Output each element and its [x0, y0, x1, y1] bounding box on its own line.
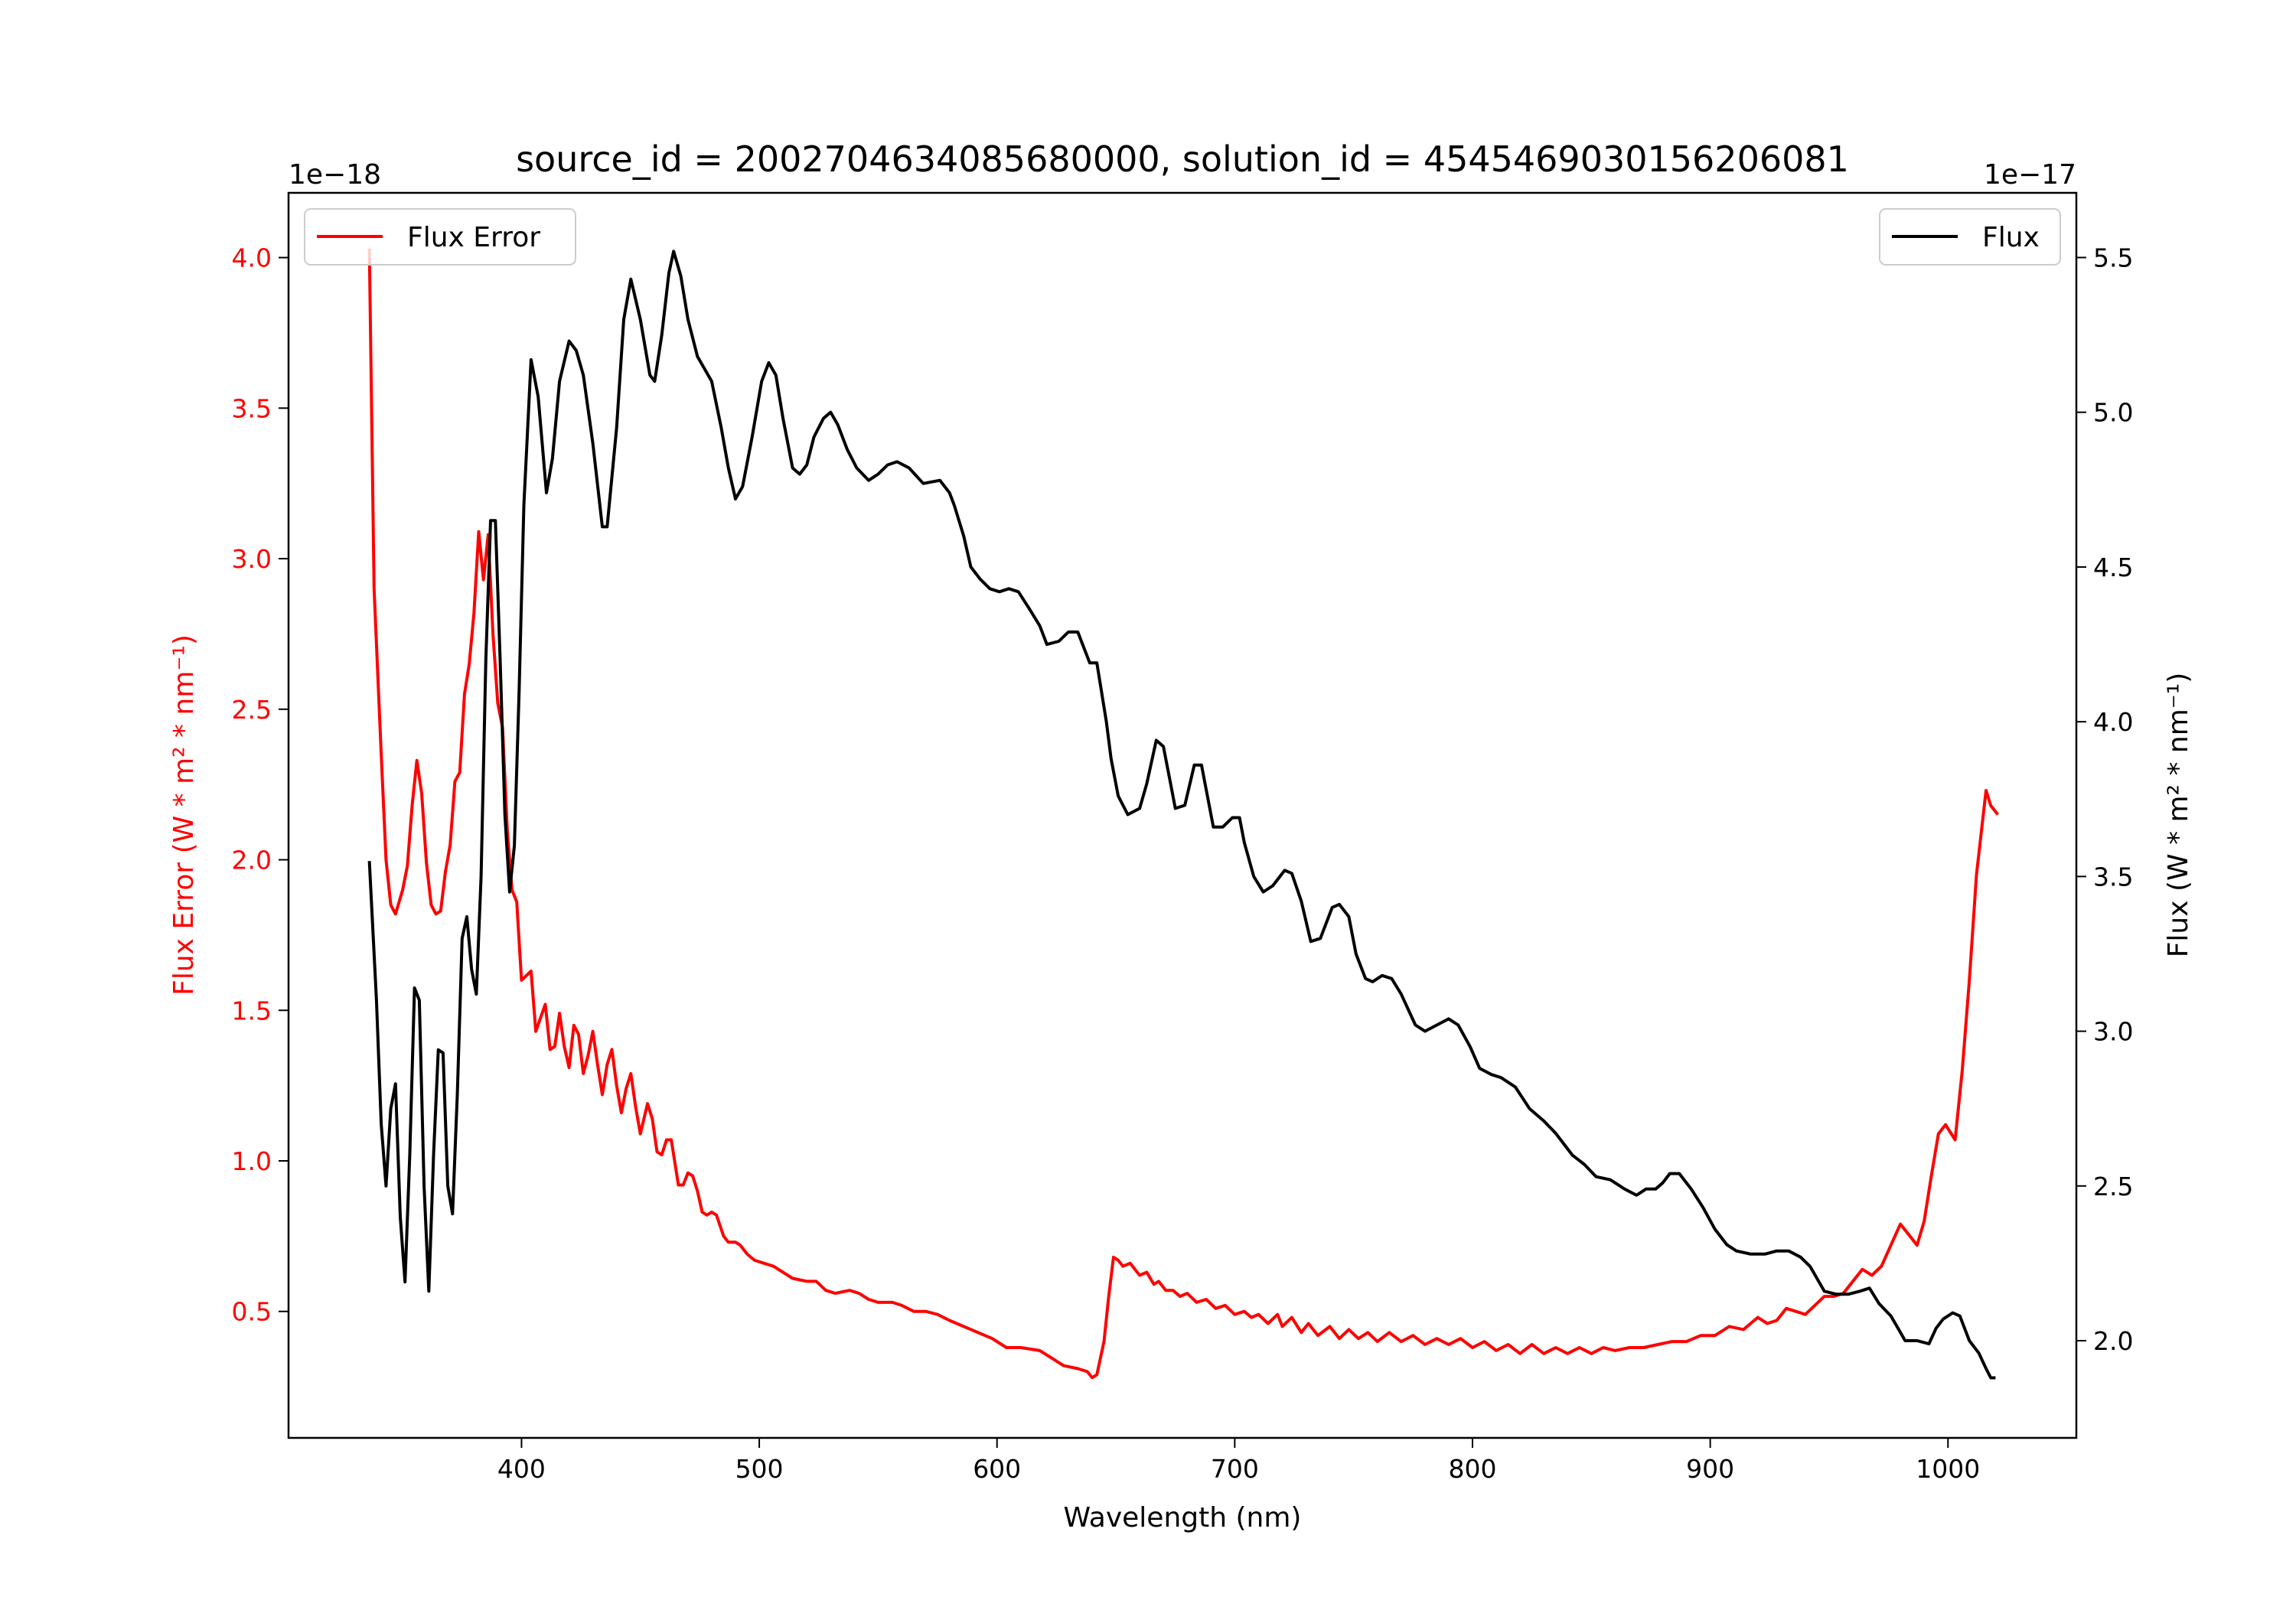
series-layer	[367, 248, 2000, 1380]
right-y-tick-label: 5.5	[2093, 243, 2133, 273]
left-y-tick-label: 1.5	[232, 996, 272, 1025]
axes-layer: 400 500 600 700 800 900 1000 0.5 1.0 1.5 2.0 2.5 3.0…	[232, 243, 2134, 1484]
legend-flux: Flux	[1879, 208, 2061, 266]
x-tick-label: 800	[1448, 1454, 1496, 1484]
right-y-tick-label: 3.5	[2093, 862, 2133, 892]
x-axis-label: Wavelength (nm)	[1064, 1502, 1302, 1534]
left-y-axis-label: Flux Error (W * m² * nm⁻¹)	[168, 634, 200, 996]
legend-flux-error: Flux Error	[304, 208, 576, 266]
flux-line	[367, 249, 1996, 1380]
right-y-tick-label: 3.0	[2093, 1017, 2133, 1047]
x-tick-label: 1000	[1916, 1454, 1980, 1484]
left-y-tick-label: 3.5	[232, 393, 272, 423]
left-y-tick-label: 1.0	[232, 1146, 272, 1176]
plot-frame	[287, 191, 2078, 1439]
legend-box	[1879, 208, 2061, 266]
left-offset-label: 1e−18	[289, 159, 381, 191]
right-y-tick-label: 2.0	[2093, 1326, 2133, 1356]
x-tick-label: 600	[973, 1454, 1021, 1484]
right-y-tick-label: 2.5	[2093, 1172, 2133, 1201]
right-y-tick-label: 4.0	[2093, 707, 2133, 737]
legend-label-flux-error: Flux Error	[407, 222, 540, 253]
left-y-tick-label: 2.5	[232, 695, 272, 725]
legend-label-flux: Flux	[1982, 222, 2040, 253]
right-y-axis-label: Flux (W * m² * nm⁻¹)	[2163, 673, 2194, 958]
right-y-tick-label: 4.5	[2093, 553, 2133, 582]
left-y-tick-label: 0.5	[232, 1297, 272, 1327]
left-y-tick-label: 2.0	[232, 846, 272, 875]
flux-error-line	[367, 248, 2000, 1380]
x-tick-label: 500	[735, 1454, 784, 1484]
left-y-tick-label: 4.0	[232, 243, 272, 273]
x-tick-label: 400	[497, 1454, 546, 1484]
chart-title: source_id = 2002704634085680000, solutio…	[516, 139, 1849, 180]
left-y-tick-label: 3.0	[232, 544, 272, 574]
x-tick-label: 700	[1211, 1454, 1259, 1484]
x-tick-label: 900	[1686, 1454, 1734, 1484]
right-offset-label: 1e−17	[1984, 159, 2076, 191]
right-y-tick-label: 5.0	[2093, 398, 2133, 428]
legend-box	[304, 208, 576, 266]
